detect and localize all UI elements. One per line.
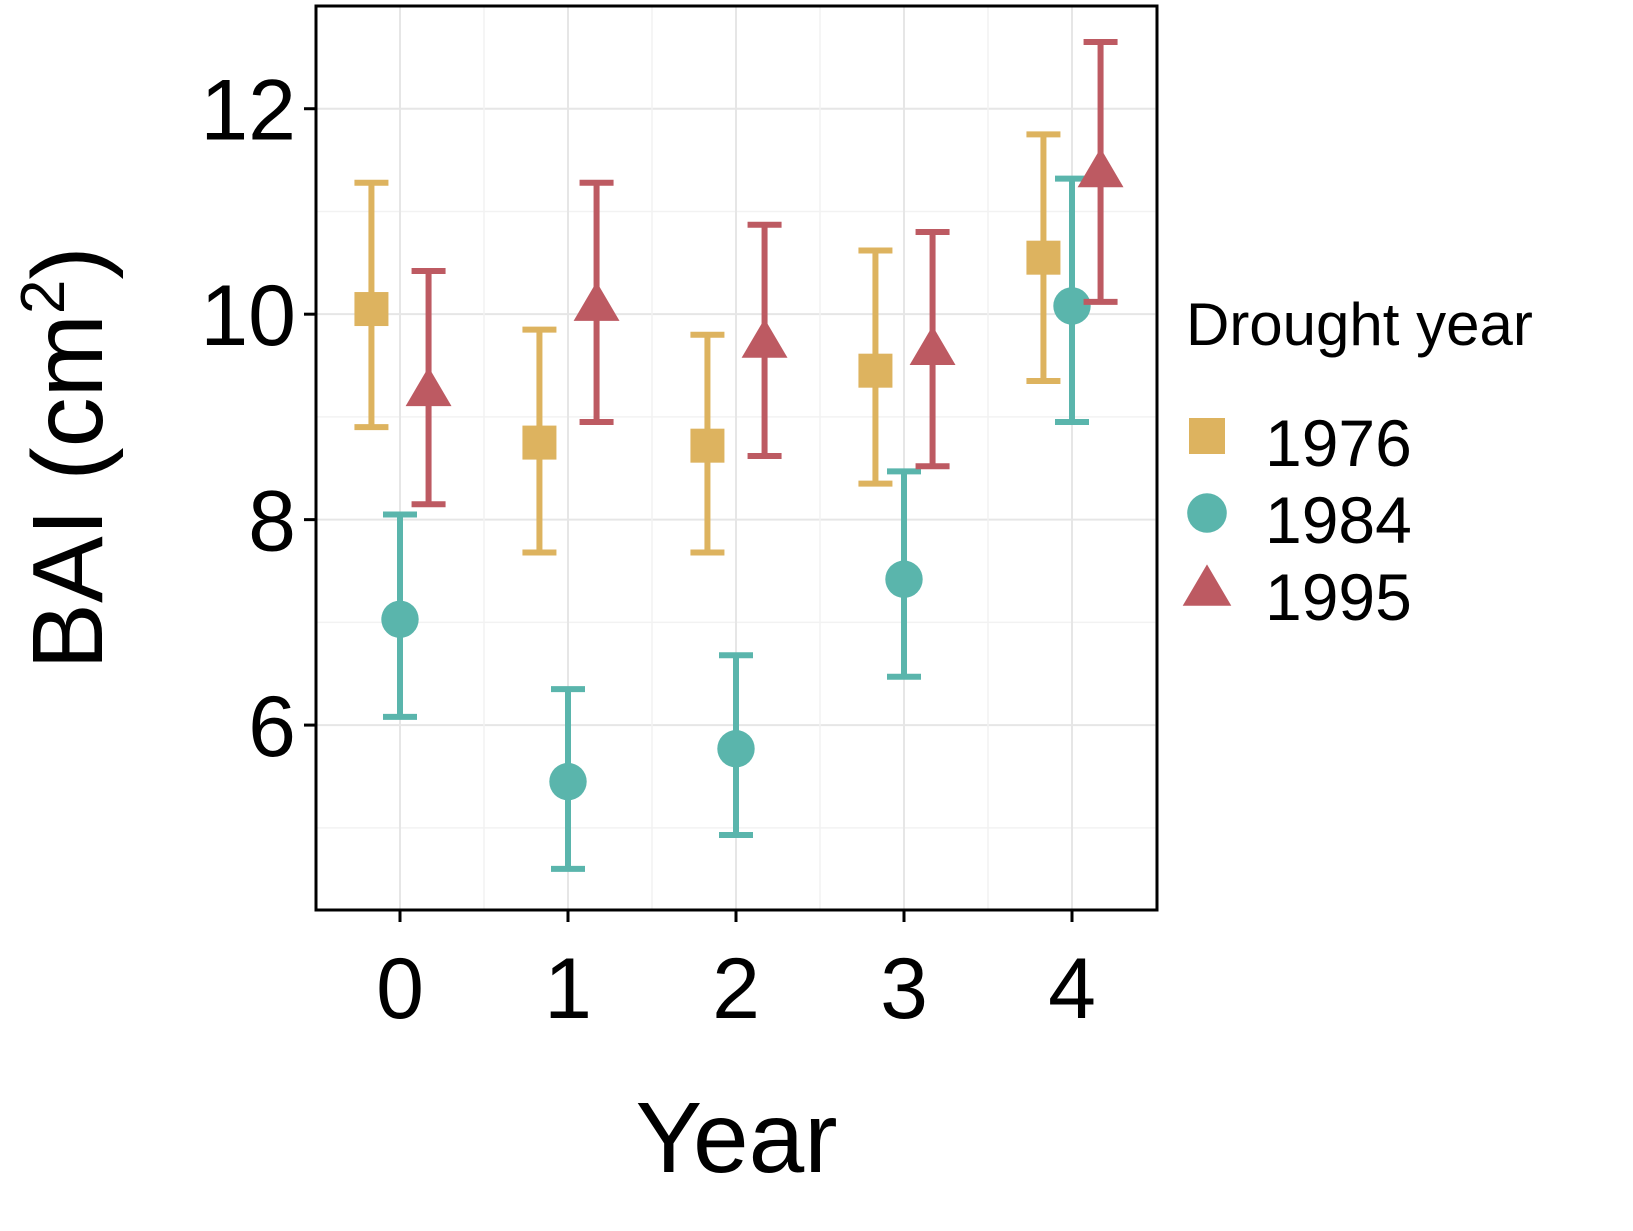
x-tick-label: 0 <box>376 941 424 1037</box>
plot-marks <box>354 38 1124 872</box>
y-axis-title: BAI (cm2) <box>9 246 124 669</box>
y-tick-label: 10 <box>200 268 296 364</box>
y-tick-label: 6 <box>248 679 296 775</box>
y-tick-label: 8 <box>248 474 296 570</box>
data-point-1976 <box>1026 240 1061 275</box>
legend-key-1976 <box>1189 418 1225 454</box>
x-tick-label: 3 <box>880 941 928 1037</box>
data-point-1995 <box>573 281 620 321</box>
data-point-1976 <box>858 353 893 388</box>
data-point-1995 <box>405 366 452 407</box>
legend-key-1984 <box>1187 493 1227 533</box>
x-tick-label: 4 <box>1048 941 1096 1037</box>
data-point-1984 <box>381 600 419 638</box>
series-1995 <box>405 38 1124 508</box>
data-point-1976 <box>522 425 557 460</box>
x-axis-title: Year <box>635 1082 837 1194</box>
data-point-1995 <box>1077 148 1124 188</box>
legend-label-1976: 1976 <box>1265 406 1412 480</box>
x-tick-label: 2 <box>712 941 760 1037</box>
data-point-1984 <box>549 762 587 801</box>
data-point-1995 <box>909 325 956 365</box>
legend-key-1995 <box>1182 564 1232 606</box>
y-axis-title-superscript: 2 <box>9 280 78 314</box>
legend-title: Drought year <box>1186 291 1533 358</box>
y-axis-title-main: BAI (cm <box>12 314 124 670</box>
legend-label-1995: 1995 <box>1265 560 1412 634</box>
data-point-1976 <box>354 292 389 327</box>
data-point-1984 <box>717 730 755 768</box>
y-axis-title-end: ) <box>12 246 124 279</box>
data-point-1976 <box>690 428 725 463</box>
series-1976 <box>354 131 1061 556</box>
legend-label-1984: 1984 <box>1265 483 1412 557</box>
data-point-1984 <box>885 560 923 598</box>
series-1984 <box>381 175 1091 872</box>
data-point-1984 <box>1053 287 1091 325</box>
x-tick-label: 1 <box>544 941 592 1037</box>
y-tick-label: 12 <box>200 63 296 159</box>
data-point-1995 <box>741 318 788 358</box>
